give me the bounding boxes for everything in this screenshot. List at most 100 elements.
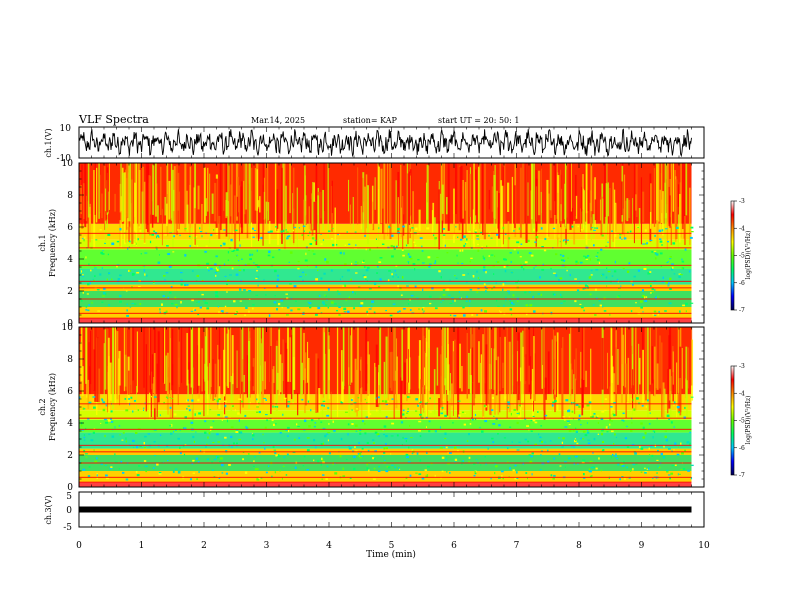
spectrogram-speckle (143, 265, 145, 267)
spectrogram-striation (538, 170, 541, 216)
spectrogram-striation (406, 358, 408, 402)
spectrogram-speckle (374, 431, 378, 434)
spectrogram-speckle (657, 313, 660, 316)
spectrogram-speckle (142, 409, 144, 411)
spectrogram-speckle (322, 239, 324, 241)
spectrogram-speckle (165, 310, 168, 313)
spectrogram-speckle (528, 252, 532, 254)
spectrogram-striation (500, 180, 502, 228)
spectrogram-speckle (338, 293, 341, 295)
start-ut-label: start UT = 20: 50: 1 (438, 116, 519, 125)
spectrogram-speckle (679, 274, 683, 276)
spectrogram-striation (311, 193, 313, 236)
spectrogram-speckle (322, 474, 325, 476)
spectrogram-speckle (353, 402, 357, 404)
spectrogram-speckle (159, 414, 161, 417)
spectrogram-speckle (365, 277, 367, 280)
spectrogram-speckle (484, 310, 488, 313)
spectrogram-striation (350, 327, 353, 383)
spectrogram-striation (184, 163, 187, 232)
spectrogram-striation (556, 163, 558, 219)
spectrogram-speckle (550, 267, 552, 270)
spectrogram-speckle (239, 300, 242, 302)
spectrogram-striation (527, 182, 529, 216)
spectrogram-speckle (155, 235, 158, 239)
spectrogram-speckle (368, 413, 372, 416)
spectrogram-speckle (419, 459, 422, 462)
spectrogram-striation (443, 163, 445, 249)
spectrogram-speckle (366, 266, 370, 269)
spectrogram-speckle (258, 451, 261, 454)
spectrogram-speckle (188, 235, 191, 238)
spectrogram-striation (239, 327, 241, 414)
spectrogram-speckle (524, 438, 527, 441)
spectrogram-speckle (190, 478, 192, 481)
spectrogram-speckle (362, 261, 365, 264)
spectrogram-speckle (271, 475, 273, 478)
spectrogram-speckle (121, 439, 124, 441)
spectrogram-speckle (666, 414, 670, 417)
spectrogram-speckle (481, 245, 483, 249)
spectrogram-speckle (256, 249, 258, 252)
spectrogram-speckle (252, 304, 255, 306)
spectrogram-speckle (567, 409, 570, 413)
spectrogram-striation (243, 374, 245, 393)
spectrogram-speckle (552, 477, 555, 480)
spectrogram-speckle (616, 458, 619, 460)
spectrogram-striation (149, 327, 152, 392)
spectrogram-speckle (684, 406, 686, 409)
spectrogram-speckle (191, 424, 193, 426)
spectrogram-striation (172, 364, 174, 418)
spectrogram-speckle (408, 261, 410, 264)
spectrogram-striation (657, 163, 659, 231)
spectrogram-speckle (156, 463, 159, 466)
spectrogram-speckle (493, 273, 495, 275)
spectrogram-speckle (385, 446, 389, 450)
spectrogram-striation (570, 163, 572, 212)
spectrogram-striation (81, 164, 83, 225)
spectrogram-speckle (182, 427, 185, 430)
spectrogram-speckle (534, 241, 537, 243)
spectrogram-speckle (134, 303, 137, 305)
time-axis-label: Time (min) (366, 549, 416, 560)
spectrogram-striation (225, 192, 228, 217)
spectrogram-line (79, 287, 692, 289)
spectrogram-speckle (613, 402, 616, 404)
spectrogram-striation (468, 352, 470, 389)
spectrogram-speckle (331, 301, 334, 304)
spectrogram-speckle (515, 282, 518, 284)
spectrogram-speckle (384, 459, 386, 461)
spectrogram-speckle (606, 267, 608, 269)
spectrogram-speckle (647, 399, 649, 402)
spectrogram-speckle (82, 291, 84, 294)
spectrogram-striation (624, 327, 626, 388)
spectrogram-speckle (310, 419, 314, 422)
spectrogram-speckle (640, 422, 643, 425)
spectrogram-speckle (168, 265, 172, 268)
spectrogram-striation (341, 381, 344, 404)
spectrogram-speckle (131, 274, 134, 276)
spectrogram-speckle (659, 240, 663, 243)
spectrogram-striation (240, 181, 244, 234)
spectrogram-speckle (483, 404, 486, 408)
spectrogram-speckle (612, 413, 614, 415)
spectrogram-speckle (659, 252, 663, 255)
spectrogram-speckle (544, 441, 546, 443)
spectrogram-speckle (223, 229, 226, 231)
spectrogram-speckle (333, 429, 336, 432)
spectrogram-striation (226, 333, 228, 387)
spectrogram-speckle (629, 469, 632, 472)
spectrogram-speckle (252, 227, 254, 230)
spectrogram-striation (278, 327, 281, 396)
spectrogram-speckle (537, 411, 539, 413)
spectrogram-speckle (224, 275, 227, 277)
spectrogram-speckle (125, 437, 127, 440)
spectrogram-speckle (351, 262, 353, 265)
spectrogram-speckle (525, 312, 528, 316)
spectrogram-speckle (142, 265, 144, 267)
spectrogram-speckle (393, 245, 395, 248)
spectrogram-speckle (664, 435, 667, 439)
spectrogram-striation (469, 173, 472, 217)
spectrogram-speckle (346, 231, 348, 233)
spectrogram-speckle (345, 299, 348, 301)
